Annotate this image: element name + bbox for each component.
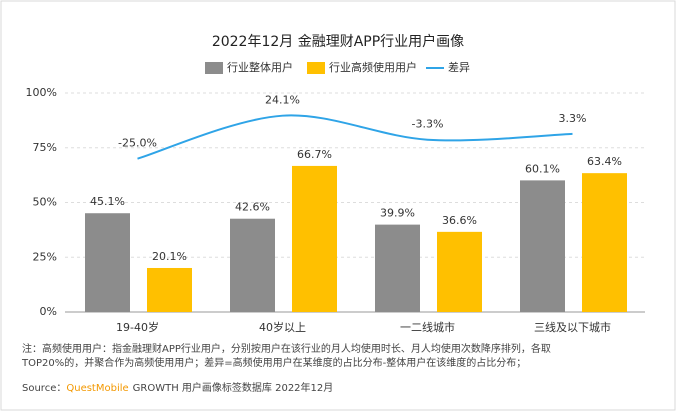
data-label: 45.1% [90,195,125,208]
bar [582,173,627,312]
source-rest: GROWTH 用户画像标签数据库 2022年12月 [133,381,334,394]
data-label: 36.6% [442,214,477,227]
data-label: 3.3% [559,112,587,125]
data-label: 39.9% [380,207,415,220]
data-label: 60.1% [525,162,560,175]
data-label: 42.6% [235,201,270,214]
legend-swatch [307,62,325,74]
chart-title: 2022年12月 金融理财APP行业用户画像 [212,33,464,50]
bar [292,165,337,312]
legend-swatch [205,62,223,74]
source-prefix: Source： [22,383,66,394]
y-tick-label: 100% [26,86,57,99]
source: Source：QuestMobile GROWTH 用户画像标签数据库 2022年… [22,381,333,394]
data-label: -25.0% [118,137,157,150]
line [137,114,573,160]
legend-label: 行业整体用户 [227,60,293,74]
note: TOP20%的，并聚合作为高频使用用户；差异=高频使用用户在某维度的占比分布-整… [21,356,526,369]
y-tick-label: 50% [33,196,57,209]
bar [85,213,130,312]
source-brand: QuestMobile [66,383,128,394]
data-label: 24.1% [265,94,300,107]
bar [147,267,192,312]
bar [520,180,565,312]
x-tick-label: 40岁以上 [259,320,306,334]
bar [437,231,482,312]
data-label: 66.7% [297,148,332,161]
x-tick-label: 一二线城市 [400,320,455,334]
data-label: 20.1% [152,250,187,263]
bar [375,224,420,312]
y-tick-label: 25% [33,250,57,263]
note: 注：高频使用用户：指金融理财APP行业用户，分别按用户在该行业的月人均使用时长、… [22,342,551,355]
data-label: 63.4% [587,155,622,168]
y-tick-label: 75% [33,141,57,154]
bar [230,218,275,312]
x-tick-label: 19-40岁 [116,320,159,334]
legend-label: 差异 [448,60,470,74]
y-tick-label: 0% [40,305,57,318]
data-label: -3.3% [412,118,444,131]
x-tick-label: 三线及以下城市 [534,320,611,334]
legend-label: 行业高频使用用户 [329,60,417,74]
